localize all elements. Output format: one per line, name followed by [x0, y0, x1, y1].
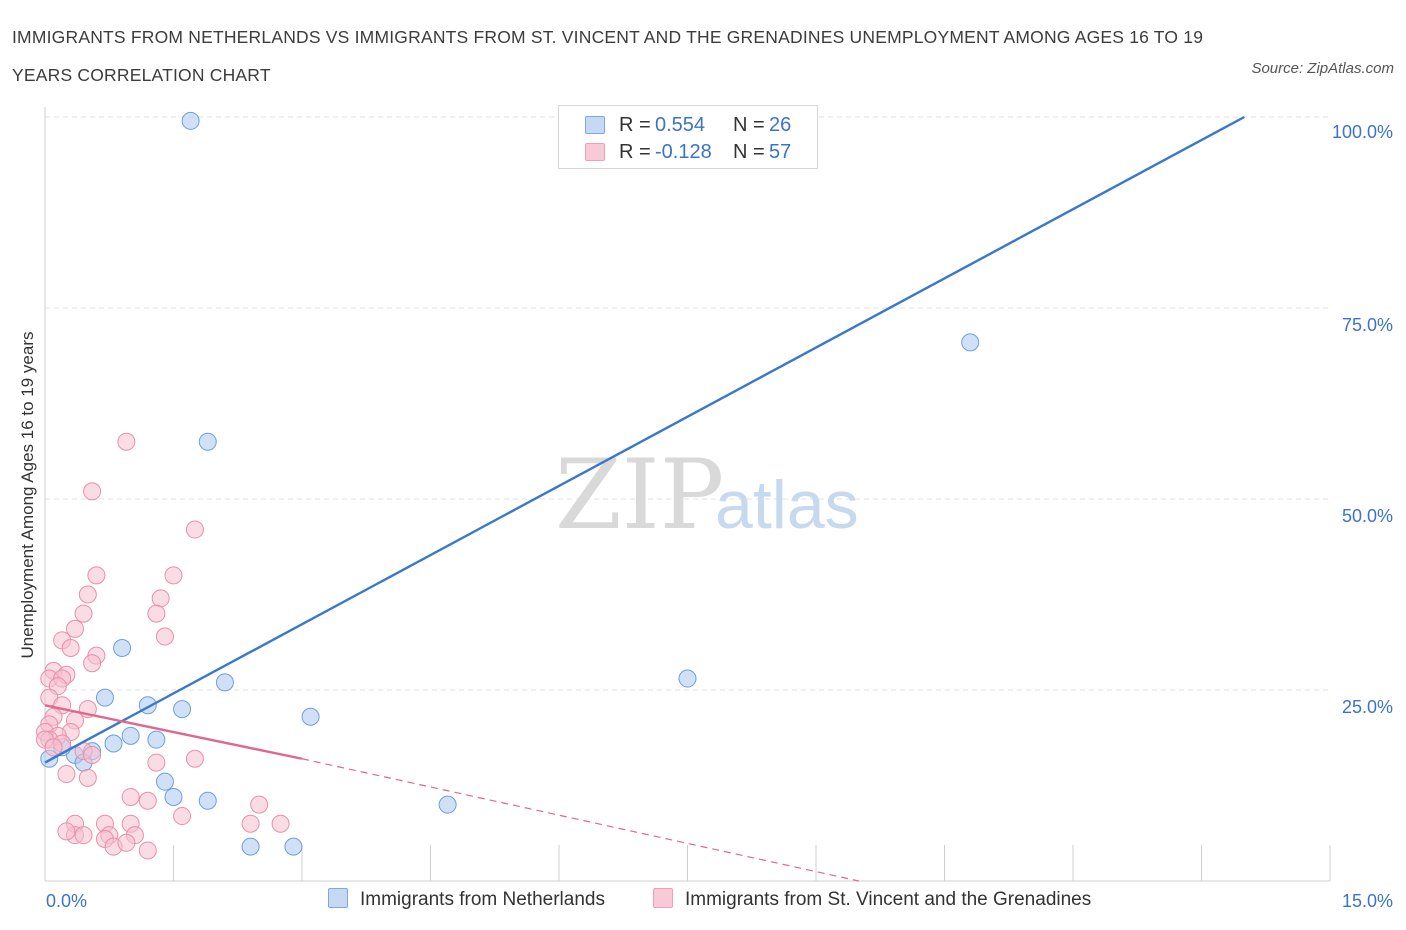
netherlands-point	[198, 791, 217, 810]
st-vincent-point	[83, 654, 102, 673]
netherlands-point	[104, 734, 123, 753]
st-vincent-point	[78, 768, 97, 787]
st-vincent-point	[117, 833, 136, 852]
bottom-legend-label-st-vincent: Immigrants from St. Vincent and the Gren…	[685, 889, 1092, 910]
st-vincent-point	[83, 745, 102, 764]
y-tick-label: 50.0%	[1341, 506, 1393, 526]
netherlands-trendline	[44, 115, 1245, 764]
source-credit: Source: ZipAtlas.com	[1251, 60, 1394, 77]
netherlands-point	[241, 837, 260, 856]
netherlands-point	[284, 837, 303, 856]
st-vincent-point	[61, 638, 80, 657]
y-axis-label: Unemployment Among Ages 16 to 19 years	[18, 331, 37, 659]
st-vincent-point	[147, 604, 166, 623]
x-tick-label-max: 15.0%	[1341, 891, 1393, 911]
netherlands-point	[121, 726, 140, 745]
bottom-legend-label-netherlands: Immigrants from Netherlands	[360, 889, 605, 910]
netherlands-point	[301, 707, 320, 726]
st-vincent-point	[185, 520, 204, 539]
st-vincent-point	[271, 814, 290, 833]
st-vincent-point	[65, 619, 84, 638]
bottom-legend-st-vincent: Immigrants from St. Vincent and the Gren…	[653, 888, 1091, 911]
y-tick-label: 75.0%	[1341, 315, 1393, 335]
st-vincent-point	[155, 627, 174, 646]
st-vincent-point	[78, 585, 97, 604]
legend-n-label: N =	[733, 114, 765, 136]
bottom-legend-swatch-blue	[328, 888, 348, 908]
netherlands-point	[164, 787, 183, 806]
st-vincent-point	[121, 787, 140, 806]
legend-swatch-pink	[585, 143, 605, 161]
st-vincent-point	[87, 566, 106, 585]
netherlands-point	[147, 730, 166, 749]
st-vincent-point	[151, 589, 170, 608]
bottom-legend-netherlands: Immigrants from Netherlands	[328, 888, 605, 911]
watermark-atlas: atlas	[715, 467, 859, 543]
st-vincent-point	[250, 795, 269, 814]
netherlands-point	[95, 688, 114, 707]
st-vincent-point	[74, 604, 93, 623]
st-vincent-point	[74, 826, 93, 845]
st-vincent-point	[57, 765, 76, 784]
netherlands-point	[215, 673, 234, 692]
st-vincent-point	[185, 749, 204, 768]
netherlands-point	[155, 772, 174, 791]
st-vincent-point	[138, 791, 157, 810]
legend-r-value-st-vincent: -0.128	[655, 141, 712, 163]
legend-n-value-netherlands: 26	[769, 114, 792, 136]
y-tick-label: 25.0%	[1341, 697, 1393, 717]
watermark-zip: ZIP	[555, 439, 724, 551]
netherlands-point	[678, 669, 697, 688]
netherlands-point	[181, 111, 200, 130]
chart-title: IMMIGRANTS FROM NETHERLANDS VS IMMIGRANT…	[12, 27, 1204, 85]
st-vincent-point	[164, 566, 183, 585]
st-vincent-point	[44, 738, 63, 757]
y-tick-label: 100.0%	[1331, 122, 1393, 142]
st-vincent-trendline-extension	[301, 758, 859, 882]
netherlands-point	[438, 795, 457, 814]
st-vincent-trendline	[44, 704, 303, 760]
st-vincent-point	[83, 482, 102, 501]
legend-r-label: R =	[619, 141, 651, 163]
correlation-legend: R = 0.554 N = 26 R = -0.128 N = 57	[558, 105, 818, 169]
st-vincent-point	[241, 814, 260, 833]
legend-n-label: N =	[733, 141, 765, 163]
legend-swatch-blue	[585, 116, 605, 134]
legend-r-value-netherlands: 0.554	[655, 114, 706, 136]
netherlands-point	[173, 700, 192, 719]
st-vincent-point	[117, 432, 136, 451]
st-vincent-point	[147, 753, 166, 772]
legend-r-label: R =	[619, 114, 651, 136]
x-tick-label-min: 0.0%	[46, 891, 88, 911]
netherlands-point	[113, 638, 132, 657]
legend-n-value-st-vincent: 57	[769, 141, 792, 163]
st-vincent-point	[138, 841, 157, 860]
bottom-legend-swatch-pink	[653, 888, 673, 908]
netherlands-point	[198, 432, 217, 451]
st-vincent-point	[173, 807, 192, 826]
st-vincent-point	[57, 822, 76, 841]
netherlands-point	[961, 333, 980, 352]
trend-layer	[44, 115, 1245, 882]
